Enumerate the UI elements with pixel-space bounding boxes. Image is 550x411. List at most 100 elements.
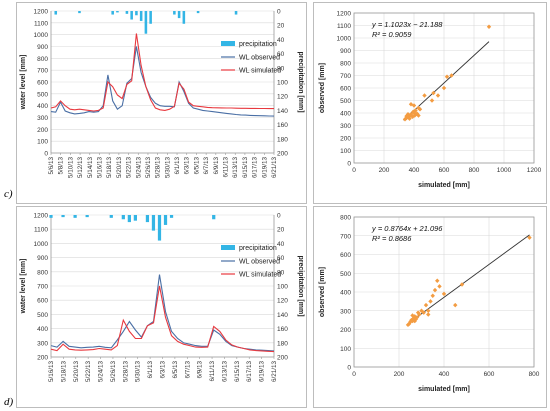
- x-tick-label: 6/3/13: [184, 157, 191, 175]
- y-left-tick-label: 200: [37, 127, 48, 134]
- y-axis-title: observed [mm]: [319, 63, 326, 113]
- scatter-point: [437, 284, 442, 289]
- y-left-tick-label: 900: [37, 255, 48, 262]
- y-left-tick-label: 200: [37, 355, 48, 362]
- y-left-axis-title: water level [mm]: [20, 259, 27, 315]
- scatter-point: [421, 310, 426, 315]
- y-right-tick-label: 40: [277, 241, 285, 248]
- scatter-point: [449, 73, 454, 78]
- y-left-tick-label: 800: [37, 269, 48, 276]
- trendline: [407, 234, 530, 324]
- regression-equation: y = 1.1023x − 21.188: [371, 20, 443, 29]
- precip-bar: [212, 215, 216, 220]
- scatter-point: [410, 114, 415, 119]
- x-tick-label: 200: [379, 167, 390, 174]
- x-tick-label: 5/26/13: [145, 157, 152, 179]
- plot-area: [353, 12, 535, 164]
- scatter-point: [408, 319, 413, 325]
- y-left-tick-label: 1100: [34, 20, 48, 27]
- y-tick-label: 400: [340, 290, 351, 297]
- x-tick-label: 5/18/13: [60, 361, 67, 383]
- y-left-tick-label: 800: [37, 56, 48, 63]
- x-tick-label: 5/16/13: [48, 361, 55, 383]
- y-tick-label: 1200: [337, 11, 352, 18]
- x-tick-label: 5/12/13: [77, 157, 84, 179]
- scatter-point: [406, 321, 412, 327]
- x-tick-label: 5/6/13: [48, 157, 55, 175]
- x-tick-label: 5/16/13: [96, 157, 103, 179]
- y-right-tick-label: 0: [277, 213, 281, 220]
- scatter-panel-c: 0 100 200 300 400 500 600 700 800 900 1000 1100 1200…: [313, 2, 547, 204]
- y-left-tick-label: 300: [37, 115, 48, 122]
- scatter-point: [411, 103, 417, 108]
- y-tick-label: 200: [340, 327, 351, 334]
- r-squared: R² = 0.9059: [372, 30, 412, 39]
- scatter-point: [527, 235, 532, 240]
- y-tick-label: 500: [340, 98, 351, 105]
- y-right-tick-label: 80: [277, 65, 285, 72]
- precip-bar: [145, 215, 150, 223]
- y-left-tick-label: 0: [44, 151, 48, 158]
- scatter-point: [423, 302, 429, 308]
- scatter-point: [417, 312, 422, 317]
- wl-observed-line: [50, 46, 275, 117]
- scatter-point: [402, 117, 408, 122]
- x-tick-label: 5/22/13: [126, 157, 133, 179]
- y-tick-label: 800: [340, 215, 351, 222]
- scatter-point: [413, 108, 418, 113]
- x-tick-label: 6/15/13: [242, 157, 249, 179]
- x-tick-label: 200: [394, 371, 405, 378]
- y-left-tick-label: 500: [37, 91, 48, 98]
- x-tick-label: 800: [529, 371, 540, 378]
- x-tick-label: 600: [484, 371, 495, 378]
- precip-bar: [121, 215, 125, 220]
- x-tick-label: 6/11/13: [223, 157, 230, 178]
- scatter-point: [412, 113, 417, 118]
- y-left-tick-label: 900: [37, 44, 48, 51]
- x-tick-label: 6/19/13: [261, 157, 268, 179]
- scatter-point: [416, 105, 421, 111]
- scatter-point: [435, 278, 440, 283]
- scatter-point: [408, 102, 414, 107]
- x-tick-label: 0: [352, 167, 356, 174]
- scatter-point: [441, 291, 447, 297]
- precip-bar: [116, 11, 119, 13]
- precip-bar: [78, 11, 81, 14]
- precip-bar: [127, 215, 131, 223]
- y-axis-title: observed [mm]: [319, 267, 326, 317]
- y-right-axis-title: precipitation [mm]: [297, 255, 304, 316]
- scatter-point: [415, 310, 421, 315]
- x-tick-label: 6/9/13: [213, 157, 220, 175]
- x-tick-label: 6/19/13: [259, 361, 266, 383]
- y-right-axis-title: precipitation [mm]: [297, 51, 304, 112]
- x-tick-label: 5/26/13: [110, 361, 117, 383]
- scatter-point: [412, 314, 417, 319]
- scatter-point: [404, 113, 409, 119]
- timeseries-panel-d: 200 300 400 500 600 700 800 900 1000 1100 1200 0 20 4…: [16, 206, 307, 408]
- scatter-point: [413, 316, 419, 322]
- y-right-tick-label: 200: [277, 355, 288, 362]
- x-tick-label: 5/30/13: [164, 157, 171, 179]
- scatter-point: [414, 315, 420, 320]
- y-right-tick-label: 20: [277, 227, 285, 234]
- scatter-point: [407, 116, 412, 121]
- scatter-point: [444, 74, 450, 79]
- scatter-chart-d: 0 100 200 300 400 500 600 700 800 0 200 400 600 800 y …: [319, 215, 540, 394]
- y-left-tick-label: 700: [37, 284, 48, 291]
- x-tick-label: 6/21/13: [271, 361, 278, 383]
- y-right-tick-label: 180: [277, 340, 288, 347]
- scatter-point: [414, 111, 420, 116]
- scatter-point: [435, 93, 441, 98]
- precip-bar: [61, 215, 65, 218]
- legend-label: WL simulated: [239, 68, 281, 75]
- precip-bar: [85, 215, 89, 218]
- scatter-point: [459, 282, 465, 287]
- timeseries-chart-c: 0100200300400500600700800900100011001200…: [20, 9, 304, 179]
- y-left-tick-label: 400: [37, 326, 48, 333]
- trendline: [403, 41, 490, 121]
- x-tick-label: 5/30/13: [135, 361, 142, 383]
- scatter-point: [486, 24, 492, 29]
- y-right-tick-label: 60: [277, 255, 285, 262]
- x-tick-label: 400: [439, 371, 450, 378]
- y-left-axis-title: water level [mm]: [20, 55, 27, 111]
